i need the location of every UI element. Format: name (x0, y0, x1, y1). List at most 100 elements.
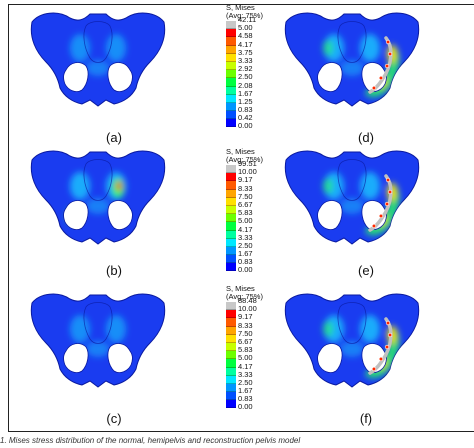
legend-value: 3.75 (238, 47, 253, 57)
stress-legend-top: S, Mises (Avg: 75%) 42.11 5.00 4.58 4.17 3.7… (226, 3, 278, 130)
legend-swatch (226, 214, 236, 223)
legend-value: 4.17 (238, 224, 253, 234)
screw (387, 51, 393, 57)
legend-swatch (226, 351, 236, 360)
legend-swatch (226, 181, 236, 190)
screw (385, 39, 391, 45)
legend-value: 0.42 (238, 113, 253, 123)
legend-title: S, Mises (226, 284, 255, 293)
legend-value: 1.67 (238, 249, 253, 259)
legend-subtitle: (Avg: 75%) (226, 292, 263, 302)
legend-value: 2.50 (238, 377, 253, 387)
legend-swatch (226, 119, 236, 128)
legend-value: 42.11 (238, 15, 257, 24)
legend-value: 3.33 (238, 369, 253, 379)
legend-value: 1.67 (238, 88, 253, 98)
legend-swatch (226, 29, 236, 38)
legend-swatch (226, 359, 236, 368)
legend-value: 7.50 (238, 191, 253, 201)
screw (371, 85, 377, 91)
legend-swatch (226, 310, 236, 319)
pelvis-model-e (282, 146, 422, 246)
legend-values: 42.11 5.00 4.58 4.17 3.75 3.33 2.92 2.50 2.08 1.6… (238, 15, 257, 131)
obturator-foramen-right (107, 62, 133, 92)
legend-swatch (226, 94, 236, 103)
screw (378, 213, 384, 219)
legend-value: 2.50 (238, 240, 253, 250)
legend-value: 4.58 (238, 31, 253, 41)
pelvis-model-a (28, 8, 168, 108)
legend-swatch (226, 70, 236, 79)
legend-swatch (226, 61, 236, 71)
legend-value: 0.00 (238, 121, 253, 131)
legend-value: 0.00 (238, 402, 253, 412)
legend-value: 8.33 (238, 320, 253, 330)
legend-value: 5.00 (238, 216, 253, 226)
legend-value: 9.17 (238, 312, 253, 322)
legend-value: 2.08 (238, 80, 253, 90)
legend-value: 99.51 (238, 159, 257, 168)
obturator-foramen-left (63, 343, 89, 373)
screw (384, 201, 390, 207)
legend-title: S, Mises (226, 3, 255, 12)
sacrum-outline (83, 159, 113, 201)
legend-subtitle: (Avg: 75%) (226, 11, 263, 21)
legend-value: 3.33 (238, 232, 253, 242)
legend-swatch (226, 222, 236, 231)
screw (384, 63, 390, 69)
legend-value: 10.00 (238, 167, 257, 177)
obturator-foramen-left (317, 200, 343, 230)
panel-caption-c: (c) (106, 411, 122, 426)
legend-swatch (226, 165, 236, 174)
panel-caption-a: (a) (106, 130, 122, 145)
sacrum-outline (337, 302, 367, 344)
obturator-foramen-left (317, 343, 343, 373)
legend-swatch (226, 400, 236, 409)
legend-swatch (226, 197, 236, 206)
legend-value: 0.00 (238, 265, 253, 275)
legend-color-bar (226, 21, 236, 128)
obturator-foramen-left (63, 62, 89, 92)
legend-value: 5.83 (238, 345, 253, 355)
legend-swatch (226, 263, 236, 272)
sacrum-outline (83, 302, 113, 344)
screw (385, 177, 391, 183)
legend-swatch (226, 255, 236, 264)
pelvis-model-f (282, 289, 422, 389)
legend-value: 5.83 (238, 208, 253, 218)
screw (371, 366, 377, 372)
legend-value: 3.33 (238, 55, 253, 65)
legend-swatch (226, 111, 236, 120)
pelvis-body (30, 293, 166, 388)
sacrum-outline (337, 159, 367, 201)
legend-swatch (226, 392, 236, 401)
pelvis-model-b (28, 146, 168, 246)
legend-swatch (226, 318, 236, 327)
legend-value: 0.83 (238, 105, 253, 115)
screw (387, 332, 393, 338)
legend-swatch (226, 189, 236, 198)
legend-swatch (226, 86, 236, 95)
sacrum-outline (83, 21, 113, 63)
legend-swatch (226, 21, 236, 30)
panel-caption-b: (b) (106, 263, 122, 278)
legend-color-bar (226, 302, 236, 409)
panel-caption-e: (e) (358, 263, 374, 278)
legend-value: 4.17 (238, 39, 253, 49)
legend-swatch (226, 37, 236, 46)
legend-swatch (226, 326, 236, 335)
obturator-foramen-right (107, 343, 133, 373)
pelvis-body (30, 12, 166, 107)
obturator-foramen-left (63, 200, 89, 230)
legend-swatch (226, 302, 236, 311)
figure-footer-caption: 1. Mises stress distribution of the norm… (0, 436, 301, 445)
legend-color-bar (226, 165, 236, 272)
legend-swatch (226, 230, 236, 239)
screw (371, 223, 377, 229)
legend-value: 1.67 (238, 386, 253, 396)
legend-value: 2.92 (238, 64, 253, 74)
legend-value: 0.83 (238, 257, 253, 267)
stress-legend-middle: S, Mises (Avg: 75%) 99.51 10.00 9.17 8.33 7.… (226, 147, 278, 274)
legend-values: 88.48 10.00 9.17 8.33 7.50 6.67 5.83 5.00 4.17 3.… (238, 296, 257, 412)
legend-swatch (226, 45, 236, 54)
